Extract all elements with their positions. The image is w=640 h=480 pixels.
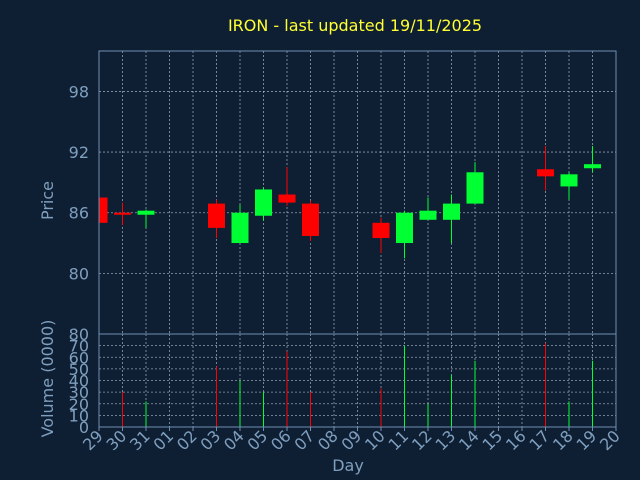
x-axis-ticks: 2930310102030405060708091011121314151617… [79, 426, 624, 454]
price-tick-label: 98 [69, 82, 89, 101]
candle-body [396, 212, 413, 244]
volume-tick-label: 60 [69, 348, 89, 367]
candle-body [443, 203, 460, 220]
volume-tick-label: 40 [69, 372, 89, 391]
candle-body [278, 194, 296, 203]
candle-body [560, 174, 578, 187]
volume-tick-label: 0 [79, 418, 89, 437]
candle-body [137, 210, 155, 215]
price-grid [99, 51, 616, 334]
volume-tick-label: 30 [69, 383, 89, 402]
candle-body [208, 203, 225, 228]
candle-body [419, 210, 437, 220]
volume-axis-label: Volume (0000) [38, 320, 57, 438]
price-tick-label: 92 [69, 143, 89, 162]
volume-tick-label: 70 [69, 337, 89, 356]
candle-body [231, 212, 249, 244]
candle-body [537, 169, 554, 177]
x-tick-label: 20 [596, 426, 624, 454]
price-panel: 80 86 92 98 Price [38, 50, 617, 335]
candle-body [466, 172, 484, 204]
volume-tick-label: 80 [69, 325, 89, 344]
candle-body [372, 222, 390, 238]
volume-bars [122, 343, 593, 427]
price-candles [98, 146, 601, 259]
volume-tick-label: 50 [69, 360, 89, 379]
candle-body [302, 203, 319, 236]
price-axis-label: Price [38, 181, 57, 220]
price-y-ticks: 80 86 92 98 [69, 82, 89, 283]
candle-body [99, 197, 108, 223]
volume-tick-label: 20 [69, 395, 89, 414]
volume-grid [99, 334, 616, 427]
volume-tick-label: 10 [69, 406, 89, 425]
candle-body [584, 164, 601, 169]
candle-body [114, 212, 131, 215]
x-axis-label: Day [332, 456, 364, 475]
chart-title: IRON - last updated 19/11/2025 [228, 16, 482, 35]
price-tick-label: 86 [69, 204, 89, 223]
price-tick-label: 80 [69, 264, 89, 283]
candle-body [255, 189, 272, 216]
